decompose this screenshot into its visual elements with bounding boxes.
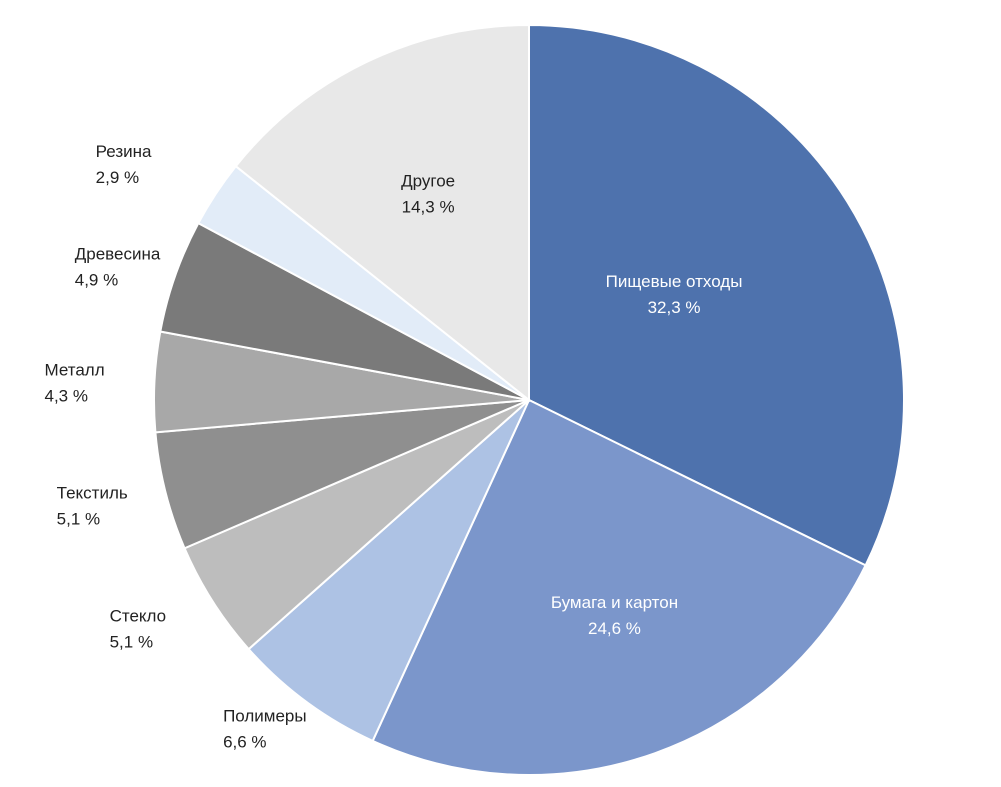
slice-value-label: 4,9 % (75, 270, 118, 289)
pie-slice (247, 399, 530, 743)
slice-value-label: 24,6 % (588, 619, 641, 638)
slice-value-label: 2,9 % (96, 168, 139, 187)
slice-value-label: 6,6 % (223, 733, 266, 752)
pie-slice (528, 23, 905, 567)
slice-label: Бумага и картон (551, 593, 678, 612)
slice-value-label: 14,3 % (402, 198, 455, 217)
pie-labels: Пищевые отходы 32,3 % Бумага и картон 24,6 … (44, 142, 742, 752)
slice-label: Другое (401, 172, 455, 191)
slice-value-label: 5,1 % (110, 632, 153, 651)
pie-slices (153, 23, 905, 776)
slice-value-label: 5,1 % (57, 509, 100, 528)
slice-label: Стекло (110, 606, 167, 625)
slice-label: Резина (96, 142, 152, 161)
slice-value-label: 4,3 % (44, 387, 87, 406)
slice-label: Металл (44, 361, 104, 380)
slice-value-label: 32,3 % (648, 298, 701, 317)
slice-label: Древесина (75, 244, 161, 263)
slice-label: Полимеры (223, 707, 307, 726)
pie-slice (371, 398, 867, 776)
pie-slice (234, 23, 530, 403)
slice-label: Пищевые отходы (606, 272, 743, 291)
slice-label: Текстиль (57, 483, 128, 502)
